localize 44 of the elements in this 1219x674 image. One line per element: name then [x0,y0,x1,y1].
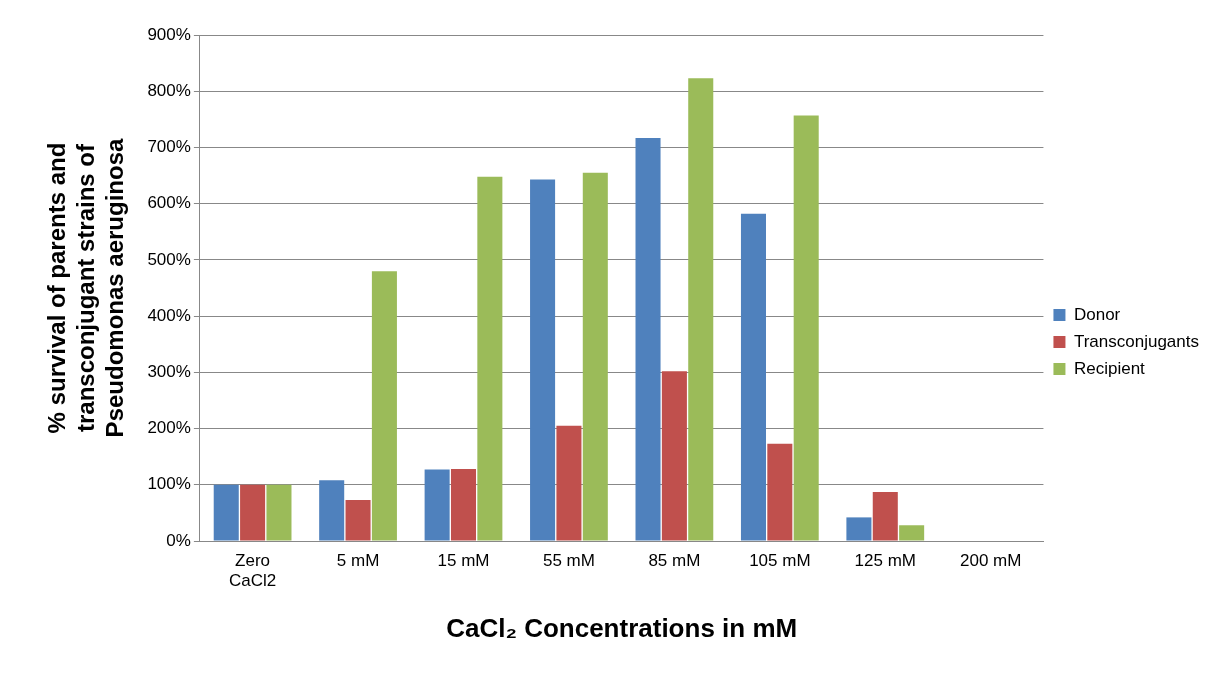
bar [240,484,266,541]
y-tick-label: 0% [166,530,191,550]
bar [846,517,872,541]
bar [872,492,898,541]
bar [793,115,819,541]
x-tick-label: 125 mM [854,550,916,570]
bar [266,484,292,541]
bar [345,499,371,541]
bar [556,425,582,541]
y-tick-label: 100% [147,474,191,494]
bar [899,525,925,541]
y-tick-label: 600% [147,193,191,213]
bar [740,213,766,541]
y-tick-label: 700% [147,137,191,157]
bar [477,176,503,541]
y-tick-label: 500% [147,249,191,269]
bar [371,271,397,541]
y-tick-label: 900% [147,24,191,44]
bar [635,137,661,541]
y-tick-label: 800% [147,80,191,100]
bar [661,371,687,541]
y-axis-title: % survival of parents and transconjugant strains of Pseudomonas aeruginosa [43,137,128,438]
y-tick-label: 400% [147,305,191,325]
bar [424,469,450,541]
x-tick-label: Zero CaCl2 [228,550,277,591]
x-tick-label: 5 mM [336,550,380,570]
y-tick-label: 200% [147,418,191,438]
bar [582,172,608,541]
legend-label: Recipient [1073,358,1146,378]
x-tick-label: 105 mM [749,550,811,570]
legend-label: Donor [1073,304,1121,324]
bar [688,78,714,541]
bar [450,469,477,541]
x-tick-label: 200 mM [960,550,1022,570]
x-tick-label: 55 mM [542,550,595,570]
legend-label: Transconjugants [1073,331,1200,351]
x-axis-title: CaCl₂ Concentrations in mM [446,612,798,643]
y-tick-label: 300% [147,362,191,382]
x-tick-label: 15 mM [437,550,490,570]
bar [213,484,239,541]
bar [319,480,345,541]
bar [767,443,793,541]
x-tick-label: 85 mM [648,550,701,570]
bar [530,179,556,541]
